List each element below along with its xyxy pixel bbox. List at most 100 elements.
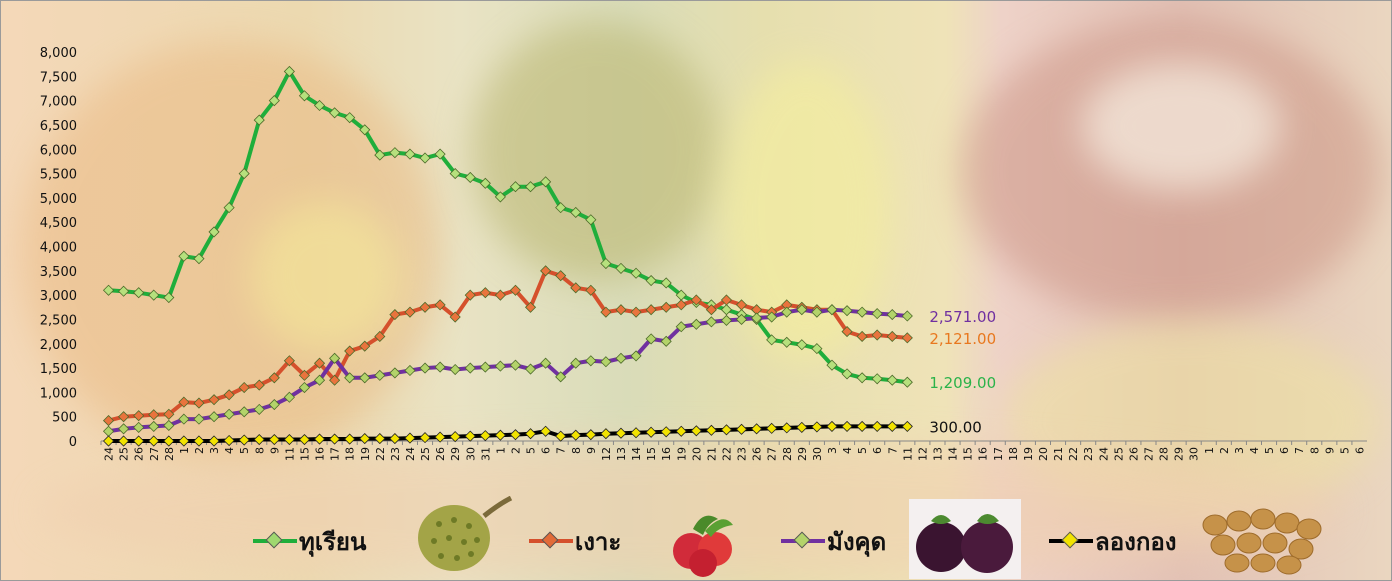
- data-point: [238, 167, 250, 180]
- legend-line-mangosteen: [781, 531, 825, 549]
- x-tick-label: 19: [1022, 447, 1035, 461]
- data-point: [298, 381, 311, 394]
- x-tick-label: 12: [916, 447, 929, 461]
- x-tick-label: 27: [1142, 447, 1155, 461]
- y-tick-label: 500: [52, 411, 77, 426]
- data-point: [329, 352, 341, 364]
- data-point: [841, 305, 853, 317]
- x-tick-label: 30: [464, 447, 477, 461]
- data-point: [645, 333, 657, 345]
- data-point: [148, 420, 160, 432]
- data-point: [509, 284, 522, 296]
- x-tick-label: 3: [1233, 447, 1246, 454]
- data-point: [102, 284, 115, 296]
- data-point: [298, 90, 311, 102]
- data-point: [148, 435, 160, 447]
- x-tick-label: 15: [298, 447, 311, 461]
- x-tick-label: 23: [736, 447, 749, 461]
- x-tick-label: 2: [509, 447, 522, 454]
- data-point: [238, 406, 250, 418]
- data-point: [133, 435, 145, 447]
- data-point: [675, 299, 687, 311]
- data-point: [690, 294, 702, 306]
- data-point: [298, 433, 311, 446]
- data-point: [645, 426, 657, 438]
- data-point: [344, 433, 356, 445]
- data-point: [630, 350, 642, 362]
- x-tick-label: 26: [751, 447, 764, 461]
- x-tick-label: 31: [479, 447, 492, 461]
- y-tick-label: 3,000: [40, 289, 77, 304]
- x-tick-label: 2: [1218, 447, 1231, 454]
- data-point: [690, 425, 702, 437]
- data-point: [615, 304, 627, 316]
- data-point: [766, 422, 778, 434]
- data-point: [193, 413, 205, 425]
- x-tick-label: 25: [1112, 447, 1125, 461]
- data-point: [118, 435, 130, 447]
- data-point: [223, 408, 235, 420]
- x-tick-label: 12: [600, 447, 613, 461]
- x-tick-label: 25: [419, 447, 432, 461]
- data-point: [766, 311, 778, 323]
- legend-label-rambutan: เงาะ: [575, 527, 622, 556]
- legend-item-rambutan: เงาะ: [529, 521, 621, 561]
- mangosteen-icon: [909, 499, 1021, 579]
- x-tick-label: 25: [118, 447, 131, 461]
- legend-marker: [793, 531, 811, 549]
- data-point: [283, 433, 295, 446]
- data-point: [630, 267, 642, 279]
- x-tick-label: 21: [1052, 447, 1065, 461]
- x-tick-label: 9: [268, 447, 281, 454]
- series-group: [102, 65, 913, 447]
- data-point: [781, 422, 793, 434]
- data-point: [645, 274, 657, 287]
- x-tick-label: 13: [615, 447, 628, 461]
- data-point: [570, 282, 582, 294]
- data-point: [148, 289, 160, 301]
- data-point: [298, 369, 311, 381]
- y-axis: 0 500 1,000 1,500 2,000 2,500 3,000 3,500 4,000 4…: [40, 46, 77, 450]
- x-tick-label: 19: [675, 447, 688, 461]
- data-point: [238, 434, 250, 446]
- data-point: [389, 147, 401, 159]
- data-point: [133, 421, 145, 433]
- data-point: [660, 426, 672, 438]
- data-point: [494, 429, 506, 441]
- data-point: [449, 363, 461, 376]
- x-tick-label: 7: [1293, 447, 1306, 454]
- x-tick-label: 14: [630, 447, 643, 461]
- data-point: [766, 334, 778, 346]
- data-point: [570, 357, 582, 369]
- data-point: [720, 424, 733, 436]
- data-point: [419, 301, 431, 313]
- data-point: [133, 287, 145, 299]
- data-point: [313, 433, 326, 445]
- data-point: [720, 294, 733, 306]
- data-point: [585, 284, 597, 296]
- x-tick-label: 13: [931, 447, 944, 461]
- x-tick-label: 5: [1263, 447, 1276, 454]
- x-tick-label: 22: [374, 447, 387, 461]
- data-point: [645, 304, 657, 316]
- data-point: [253, 379, 265, 391]
- y-tick-label: 6,000: [40, 143, 77, 158]
- data-point: [720, 304, 733, 316]
- data-point: [826, 304, 838, 316]
- x-tick-label: 5: [525, 447, 538, 454]
- data-point: [102, 425, 115, 437]
- x-tick-label: 18: [344, 447, 357, 461]
- data-point: [796, 339, 808, 351]
- data-point: [871, 420, 883, 432]
- x-tick-label: 5: [1338, 447, 1351, 454]
- x-tick-label: 6: [1278, 447, 1291, 454]
- x-axis: 24 25 26 27 28 1 2 3 4 5 8 9 11 15 16 17 18 19 22 23 24 25 26 2…: [100, 440, 1367, 461]
- end-value-label: 2,121.00: [929, 330, 996, 348]
- x-tick-label: 22: [720, 447, 733, 461]
- series-line: [108, 69, 908, 385]
- x-tick-label: 3: [208, 447, 221, 454]
- x-tick-label: 15: [962, 447, 975, 461]
- data-point: [856, 330, 868, 343]
- legend-line-longkong: [1049, 531, 1093, 549]
